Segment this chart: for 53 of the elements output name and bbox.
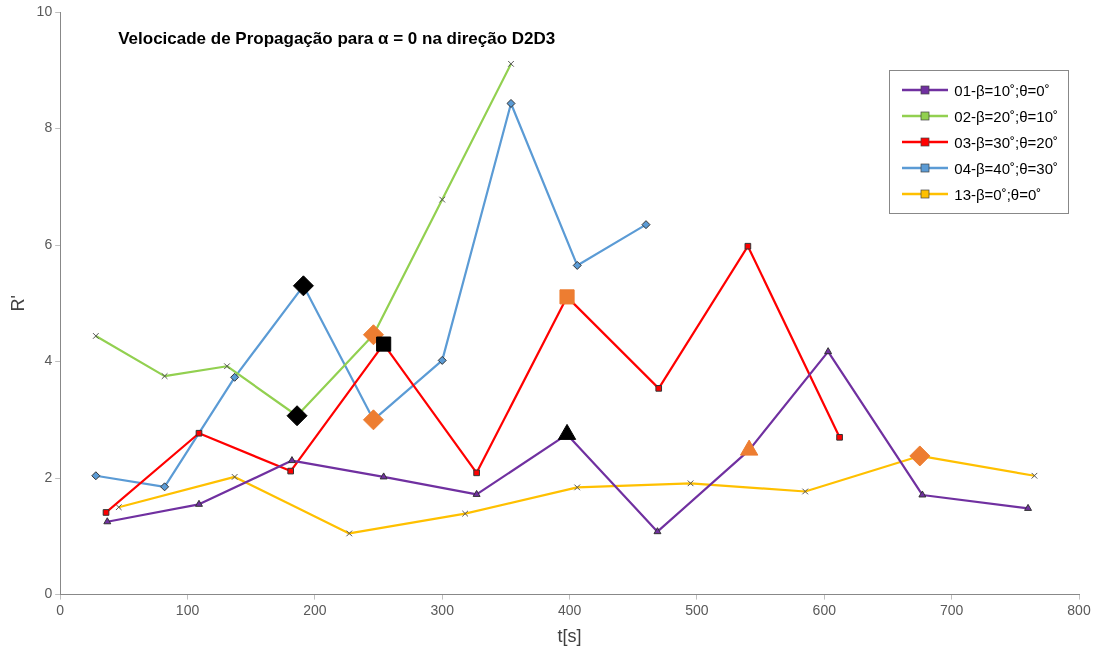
- point: [909, 445, 931, 467]
- point: [472, 489, 481, 497]
- x-tick-label: 700: [939, 601, 964, 618]
- point: [195, 499, 203, 507]
- point: [437, 355, 447, 365]
- point: [918, 490, 927, 498]
- point: [653, 527, 662, 535]
- point: [1024, 503, 1033, 511]
- point: [292, 275, 314, 297]
- point: [641, 220, 651, 230]
- point: [572, 260, 582, 270]
- x-tick-label: 0: [56, 601, 65, 618]
- point: [160, 482, 170, 492]
- point: [102, 509, 110, 516]
- point: [506, 98, 516, 108]
- legend-label: 04-β=40˚;θ=30˚: [954, 159, 1058, 177]
- text: Velocicade de Propagação para α = 0 na direção D2D3: [118, 28, 556, 48]
- point: [286, 405, 308, 427]
- point: [195, 429, 203, 437]
- point: [744, 242, 752, 250]
- point: [376, 336, 392, 352]
- point: [362, 409, 384, 431]
- y-tick-label: 10: [36, 2, 53, 19]
- y-tick-label: 4: [44, 352, 53, 369]
- point: [287, 456, 296, 464]
- x-axis-title: t[s]: [557, 626, 582, 647]
- x-tick-label: 300: [430, 601, 455, 618]
- x-tick-label: 400: [557, 601, 582, 618]
- y-axis-title: R': [7, 295, 28, 312]
- legend-label: 13-β=0˚;θ=0˚: [954, 185, 1042, 203]
- point: [559, 289, 575, 305]
- x-tick-label: 100: [175, 601, 200, 618]
- point: [230, 372, 240, 382]
- x-tick-label: 800: [1067, 601, 1091, 618]
- point: [836, 433, 843, 441]
- x-tick-label: 200: [303, 601, 327, 618]
- point: [655, 385, 663, 392]
- legend-label: 02-β=20˚;θ=10˚: [954, 107, 1058, 125]
- point: [362, 324, 384, 346]
- y-tick-label: 8: [44, 119, 53, 136]
- point: [103, 517, 112, 525]
- point: [473, 469, 480, 477]
- point: [379, 472, 388, 480]
- legend-label: 01-β=10˚;θ=0˚: [954, 81, 1050, 99]
- legend-label: 03-β=30˚;θ=20˚: [954, 133, 1058, 151]
- point: [824, 347, 833, 355]
- y-tick-label: 2: [44, 468, 53, 485]
- point: [91, 471, 101, 481]
- x-tick-label: 600: [812, 601, 837, 618]
- x-tick-label: 500: [685, 601, 709, 618]
- point: [287, 467, 295, 475]
- y-tick-label: 0: [44, 585, 53, 602]
- y-tick-label: 6: [44, 235, 53, 252]
